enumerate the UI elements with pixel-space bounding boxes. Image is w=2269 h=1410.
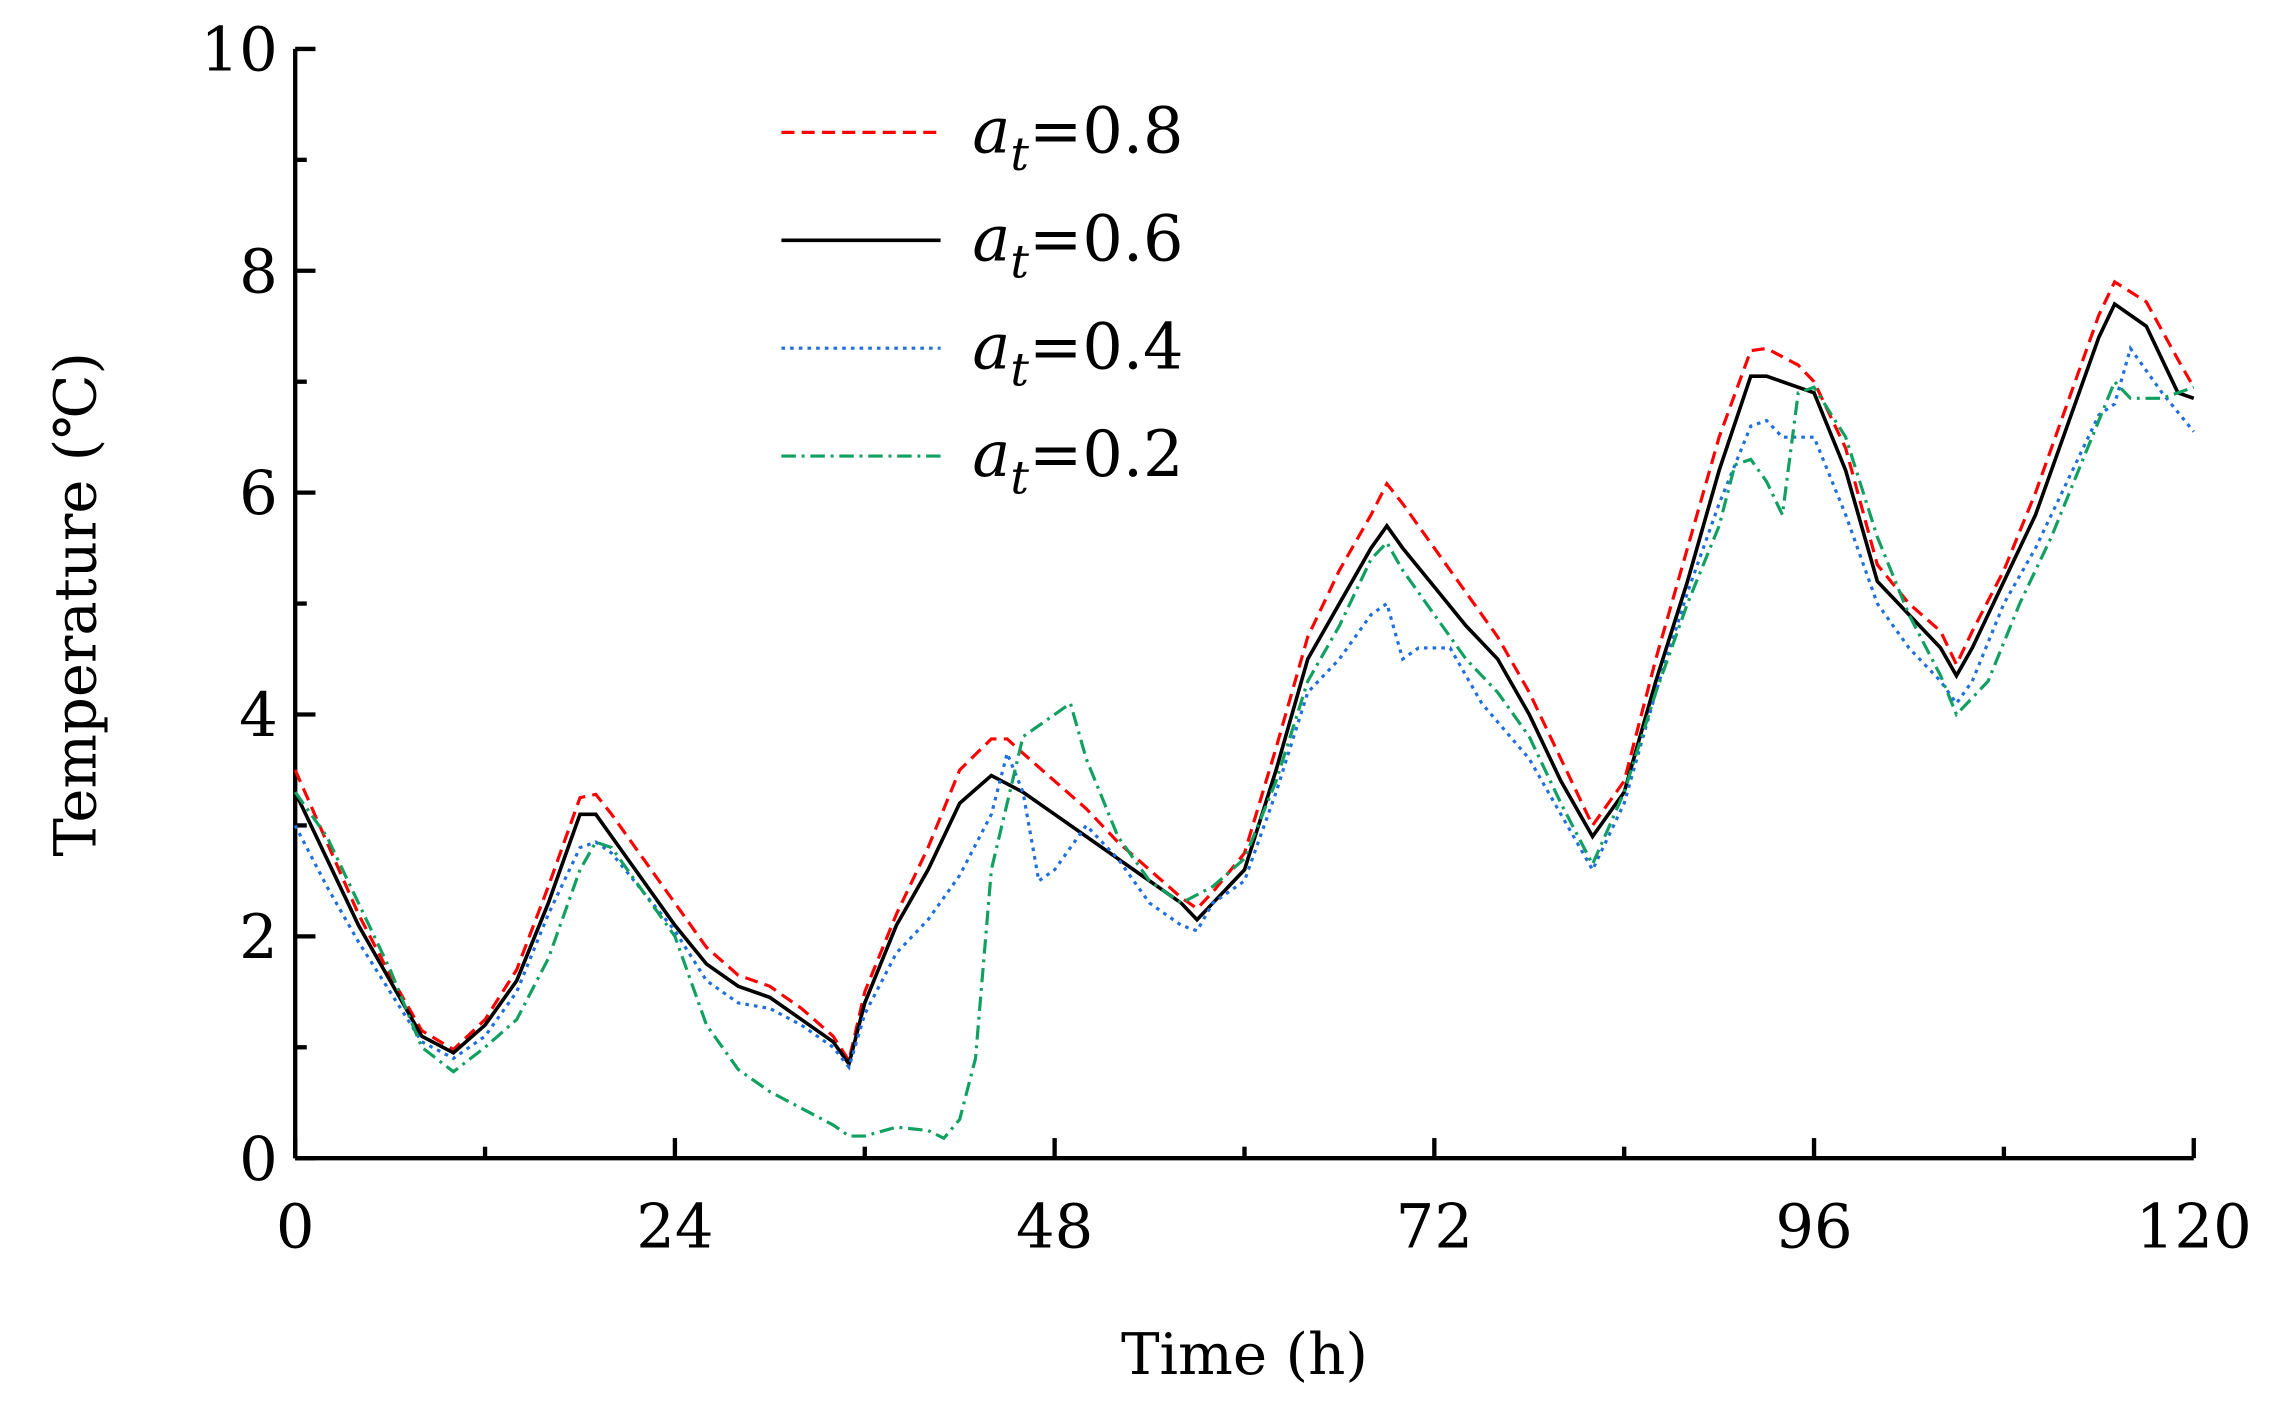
data-line xyxy=(293,344,2195,1071)
data-line xyxy=(293,279,2196,1065)
legend-text: at=0.4 xyxy=(972,309,1183,396)
y-tick-label: 6 xyxy=(239,459,278,529)
x-tick-label: 120 xyxy=(2136,1193,2252,1263)
y-axis-title: Temperature (℃) xyxy=(41,352,109,856)
legend-text: at=0.2 xyxy=(972,417,1183,504)
y-tick-label: 4 xyxy=(239,681,278,751)
legend-text: at=0.6 xyxy=(972,202,1183,289)
legend-text: at=0.8 xyxy=(972,94,1183,181)
y-tick-label: 2 xyxy=(239,903,278,973)
y-tick-label: 10 xyxy=(201,16,278,86)
y-tick-label: 8 xyxy=(239,238,278,308)
x-tick-label: 72 xyxy=(1396,1193,1473,1263)
x-axis-title: Time (h) xyxy=(1121,1320,1368,1388)
data-line xyxy=(293,378,2195,1141)
x-tick-label: 0 xyxy=(276,1193,315,1263)
x-tick-label: 96 xyxy=(1775,1193,1852,1263)
y-tick-label: 0 xyxy=(239,1125,278,1195)
data-line xyxy=(293,301,2195,1069)
x-tick-label: 48 xyxy=(1016,1193,1093,1263)
x-tick-label: 24 xyxy=(636,1193,713,1263)
